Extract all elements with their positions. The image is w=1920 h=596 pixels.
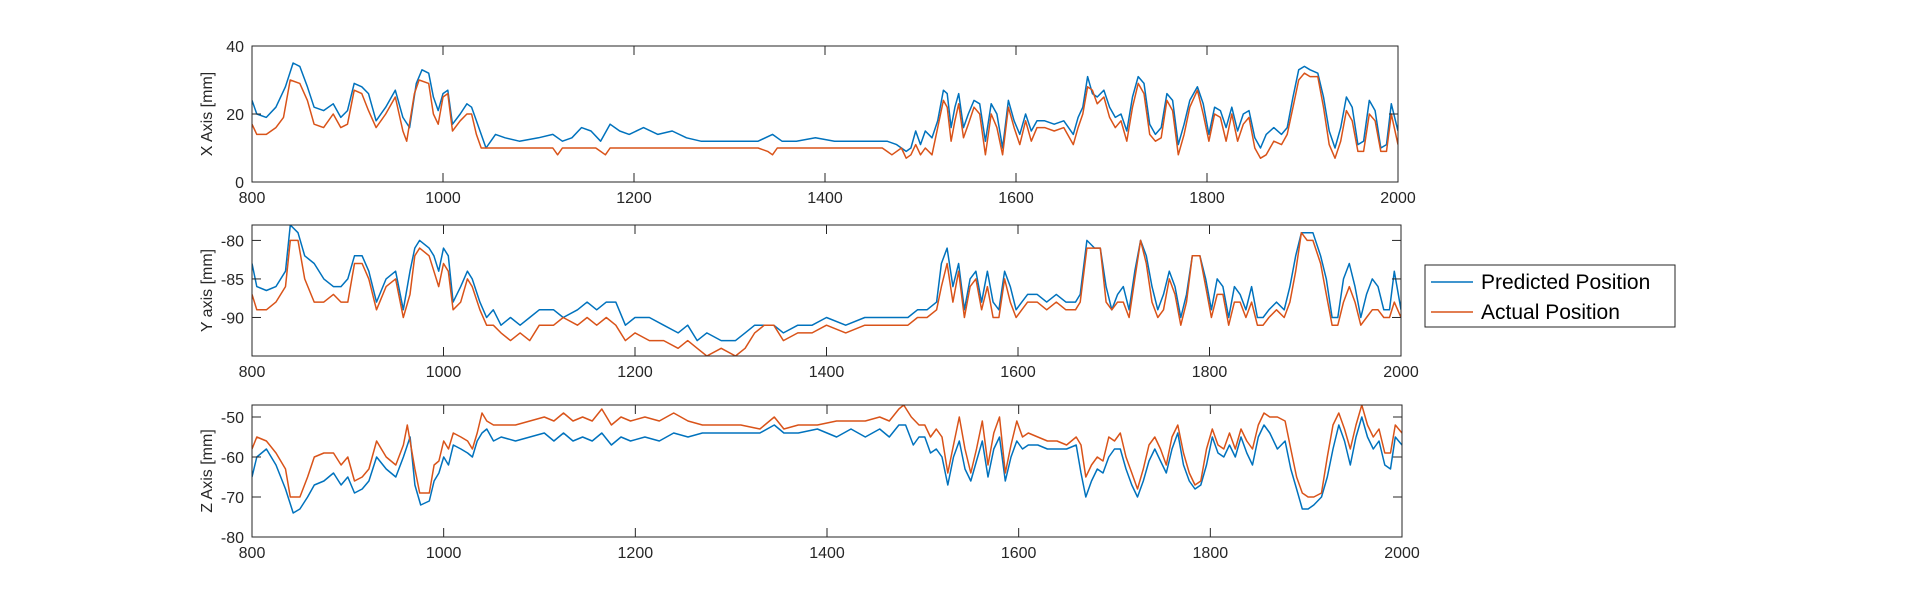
x-tick-label: 1000 — [425, 190, 461, 207]
series-actual-line-z — [252, 405, 1402, 498]
x-tick-label: 800 — [239, 364, 266, 381]
y-axis-label-x: X Axis [mm] — [199, 72, 216, 156]
y-tick-label: -50 — [221, 410, 244, 427]
x-tick-label: 1800 — [1193, 545, 1229, 562]
x-tick-label: 800 — [239, 190, 266, 207]
y-tick-label: -60 — [221, 450, 244, 467]
x-tick-label: 1400 — [809, 545, 845, 562]
legend-label-actual: Actual Position — [1481, 301, 1620, 324]
plot-area-z — [252, 405, 1402, 537]
y-tick-label: 40 — [226, 39, 244, 56]
x-tick-label: 1400 — [809, 364, 845, 381]
legend: Predicted Position Actual Position — [1424, 264, 1676, 328]
x-tick-label: 1600 — [998, 190, 1034, 207]
y-axis-label-z: Z Axis [mm] — [199, 429, 216, 513]
y-tick-label: 0 — [235, 175, 244, 192]
x-tick-label: 2000 — [1380, 190, 1416, 207]
series-predicted-line-x — [252, 62, 1398, 153]
plot-area-x — [252, 46, 1398, 182]
x-tick-label: 1200 — [618, 545, 654, 562]
panel-x: 800 1000 1200 1400 1600 1800 2000 0 20 40 X Axis [… — [199, 39, 1416, 207]
series-predicted-line-y — [252, 225, 1401, 342]
series-actual-line-y — [252, 231, 1401, 356]
x-tick-label: 1200 — [617, 364, 653, 381]
y-tick-label: -85 — [221, 272, 244, 289]
y-tick-label: -80 — [221, 530, 244, 547]
series-predicted-line-z — [252, 416, 1402, 514]
y-axis-label-y: Y axis [mm] — [199, 249, 216, 332]
x-tick-label: 1800 — [1192, 364, 1228, 381]
x-tick-label: 1000 — [426, 364, 462, 381]
x-tick-label: 1600 — [1000, 364, 1036, 381]
x-tick-label: 800 — [239, 545, 266, 562]
panel-y: 800 1000 1200 1400 1600 1800 2000 -90 -85 -80 Y ax… — [199, 224, 1419, 381]
y-tick-label: -90 — [221, 310, 244, 327]
legend-box — [1424, 264, 1676, 328]
y-tick-label: -70 — [221, 490, 244, 507]
x-tick-label: 1800 — [1189, 190, 1225, 207]
series-actual-line-x — [252, 72, 1398, 159]
panel-z: 800 1000 1200 1400 1600 1800 2000 -80 -70 -60 -50 Z… — [199, 404, 1420, 562]
y-tick-label: -80 — [221, 233, 244, 250]
y-tick-label: 20 — [226, 107, 244, 124]
x-tick-label: 2000 — [1383, 364, 1419, 381]
x-tick-label: 2000 — [1384, 545, 1420, 562]
x-tick-label: 1200 — [616, 190, 652, 207]
x-tick-label: 1000 — [426, 545, 462, 562]
x-tick-label: 1600 — [1001, 545, 1037, 562]
x-tick-label: 1400 — [807, 190, 843, 207]
plot-area-y — [252, 225, 1401, 356]
legend-label-predicted: Predicted Position — [1481, 271, 1650, 294]
